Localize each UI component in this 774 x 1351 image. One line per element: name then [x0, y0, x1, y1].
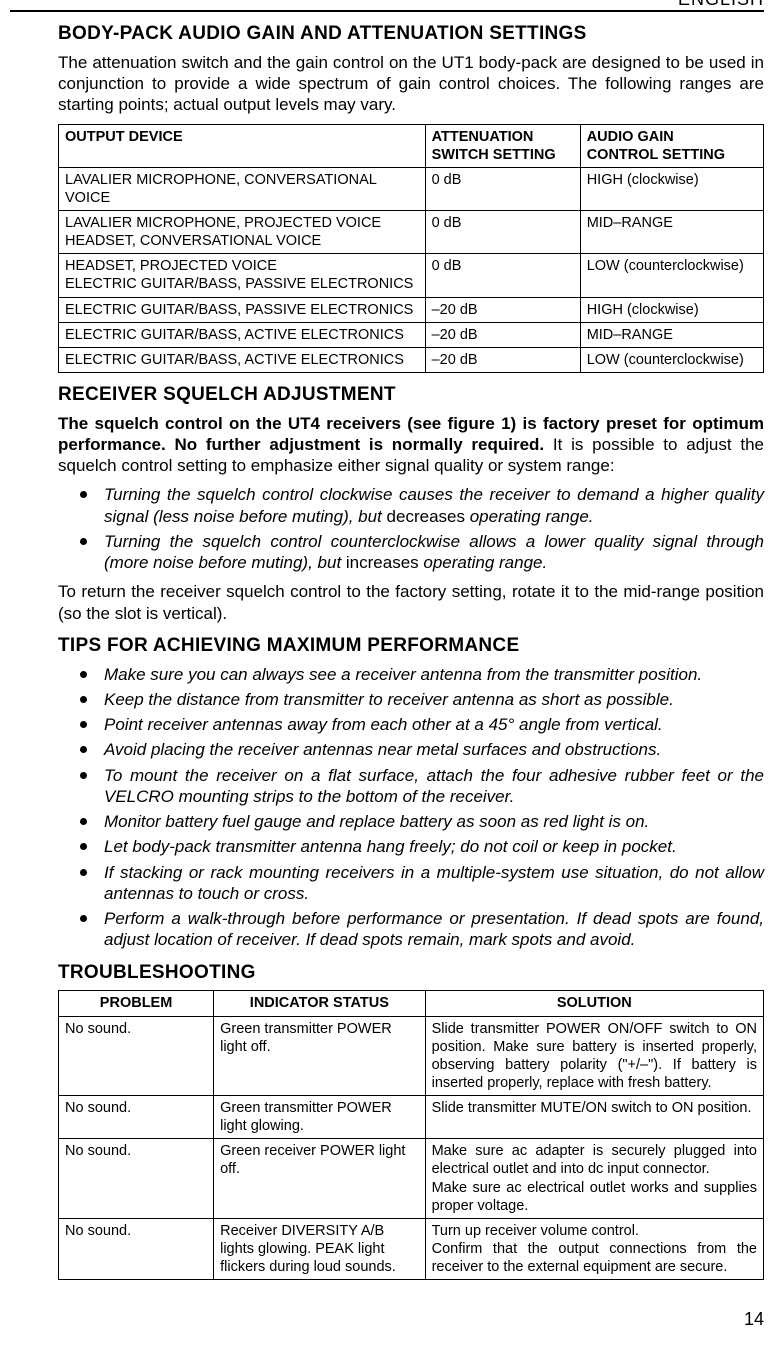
language-label: ENGLISH: [678, 0, 764, 11]
gain-cell-atten: –20 dB: [425, 347, 580, 372]
gain-cell-gain: HIGH (clockwise): [580, 167, 763, 210]
troubleshooting-table: PROBLEM INDICATOR STATUS SOLUTION No sou…: [58, 990, 764, 1280]
page-number: 14: [10, 1308, 764, 1331]
gain-cell-gain: MID–RANGE: [580, 211, 763, 254]
gain-th-atten-l1: ATTENUATION: [432, 128, 574, 146]
list-item: Monitor battery fuel gauge and replace b…: [98, 811, 764, 832]
ts-cell-status: Green transmitter POWER light glowing.: [214, 1096, 426, 1139]
gain-cell-gain: LOW (counterclockwise): [580, 347, 763, 372]
table-row: HEADSET, PROJECTED VOICEELECTRIC GUITAR/…: [59, 254, 764, 297]
section1-title: BODY-PACK AUDIO GAIN AND ATTENUATION SET…: [58, 22, 764, 46]
table-row: No sound.Green receiver POWER light off.…: [59, 1139, 764, 1219]
gain-cell-atten: –20 dB: [425, 322, 580, 347]
gain-th-atten: ATTENUATION SWITCH SETTING: [425, 124, 580, 167]
section1-intro: The attenuation switch and the gain cont…: [58, 52, 764, 116]
list-item: Turning the squelch control clockwise ca…: [98, 484, 764, 527]
gain-table: OUTPUT DEVICE ATTENUATION SWITCH SETTING…: [58, 124, 764, 373]
ts-cell-status: Receiver DIVERSITY A/B lights glowing. P…: [214, 1218, 426, 1279]
table-row: ELECTRIC GUITAR/BASS, ACTIVE ELECTRONICS…: [59, 322, 764, 347]
ts-cell-solution: Turn up receiver volume control.Confirm …: [425, 1218, 763, 1279]
list-item: If stacking or rack mounting receivers i…: [98, 862, 764, 905]
gain-th-device: OUTPUT DEVICE: [59, 124, 426, 167]
ts-cell-problem: No sound.: [59, 1218, 214, 1279]
ts-cell-problem: No sound.: [59, 1096, 214, 1139]
section2-outro: To return the receiver squelch control t…: [58, 581, 764, 624]
list-item: Turning the squelch control counterclock…: [98, 531, 764, 574]
table-row: ELECTRIC GUITAR/BASS, ACTIVE ELECTRONICS…: [59, 347, 764, 372]
section2-lead: The squelch control on the UT4 receivers…: [58, 413, 764, 477]
table-row: ELECTRIC GUITAR/BASS, PASSIVE ELECTRONIC…: [59, 297, 764, 322]
gain-th-atten-l2: SWITCH SETTING: [432, 146, 574, 164]
table-row: No sound.Green transmitter POWER light o…: [59, 1016, 764, 1096]
gain-cell-device: ELECTRIC GUITAR/BASS, ACTIVE ELECTRONICS: [59, 347, 426, 372]
gain-cell-atten: 0 dB: [425, 254, 580, 297]
gain-cell-device: ELECTRIC GUITAR/BASS, ACTIVE ELECTRONICS: [59, 322, 426, 347]
list-item: Let body-pack transmitter antenna hang f…: [98, 836, 764, 857]
ts-cell-status: Green receiver POWER light off.: [214, 1139, 426, 1219]
gain-cell-atten: 0 dB: [425, 211, 580, 254]
gain-cell-device: HEADSET, PROJECTED VOICEELECTRIC GUITAR/…: [59, 254, 426, 297]
ts-cell-problem: No sound.: [59, 1139, 214, 1219]
gain-cell-atten: –20 dB: [425, 297, 580, 322]
gain-th-gain: AUDIO GAIN CONTROL SETTING: [580, 124, 763, 167]
gain-cell-gain: LOW (counterclockwise): [580, 254, 763, 297]
gain-cell-gain: HIGH (clockwise): [580, 297, 763, 322]
list-item: To mount the receiver on a flat surface,…: [98, 765, 764, 808]
gain-cell-device: ELECTRIC GUITAR/BASS, PASSIVE ELECTRONIC…: [59, 297, 426, 322]
ts-th-solution: SOLUTION: [425, 991, 763, 1016]
ts-cell-solution: Slide transmitter MUTE/ON switch to ON p…: [425, 1096, 763, 1139]
gain-cell-atten: 0 dB: [425, 167, 580, 210]
gain-cell-device: LAVALIER MICROPHONE, PROJECTED VOICEHEAD…: [59, 211, 426, 254]
list-item: Perform a walk-through before performanc…: [98, 908, 764, 951]
ts-cell-problem: No sound.: [59, 1016, 214, 1096]
table-row: LAVALIER MICROPHONE, PROJECTED VOICEHEAD…: [59, 211, 764, 254]
table-row: LAVALIER MICROPHONE, CONVERSATIONAL VOIC…: [59, 167, 764, 210]
section3-bullets: Make sure you can always see a receiver …: [58, 664, 764, 951]
ts-cell-solution: Make sure ac adapter is securely plugged…: [425, 1139, 763, 1219]
section3-title: TIPS FOR ACHIEVING MAXIMUM PERFORMANCE: [58, 634, 764, 658]
list-item: Point receiver antennas away from each o…: [98, 714, 764, 735]
ts-th-problem: PROBLEM: [59, 991, 214, 1016]
gain-th-gain-l2: CONTROL SETTING: [587, 146, 757, 164]
section4-title: TROUBLESHOOTING: [58, 961, 764, 985]
ts-cell-solution: Slide transmitter POWER ON/OFF switch to…: [425, 1016, 763, 1096]
gain-cell-gain: MID–RANGE: [580, 322, 763, 347]
list-item: Avoid placing the receiver antennas near…: [98, 739, 764, 760]
gain-cell-device: LAVALIER MICROPHONE, CONVERSATIONAL VOIC…: [59, 167, 426, 210]
ts-th-status: INDICATOR STATUS: [214, 991, 426, 1016]
ts-cell-status: Green transmitter POWER light off.: [214, 1016, 426, 1096]
table-row: No sound.Receiver DIVERSITY A/B lights g…: [59, 1218, 764, 1279]
section2-bullets: Turning the squelch control clockwise ca…: [58, 484, 764, 573]
table-row: No sound.Green transmitter POWER light g…: [59, 1096, 764, 1139]
gain-th-gain-l1: AUDIO GAIN: [587, 128, 757, 146]
list-item: Keep the distance from transmitter to re…: [98, 689, 764, 710]
section2-title: RECEIVER SQUELCH ADJUSTMENT: [58, 383, 764, 407]
header-rule: [10, 10, 764, 12]
list-item: Make sure you can always see a receiver …: [98, 664, 764, 685]
